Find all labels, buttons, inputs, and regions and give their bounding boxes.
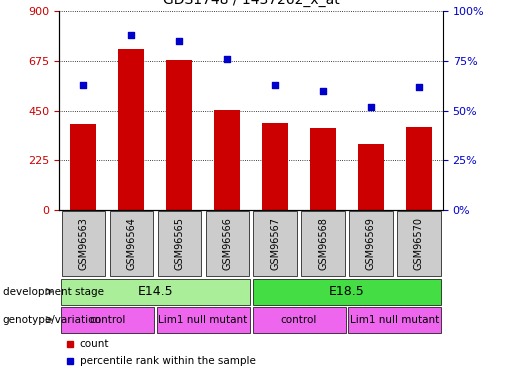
Text: control: control — [89, 315, 125, 325]
Bar — [262, 123, 288, 210]
Bar — [157, 307, 250, 333]
Text: GSM96568: GSM96568 — [318, 217, 328, 270]
Point — [79, 82, 88, 88]
Bar — [406, 127, 432, 210]
Text: GSM96569: GSM96569 — [366, 217, 376, 270]
Text: E14.5: E14.5 — [138, 285, 173, 298]
Text: Lim1 null mutant: Lim1 null mutant — [350, 315, 440, 325]
Text: GSM96565: GSM96565 — [174, 217, 184, 270]
Bar — [214, 110, 241, 210]
Text: GSM96563: GSM96563 — [78, 217, 88, 270]
Text: genotype/variation: genotype/variation — [3, 315, 101, 325]
Text: development stage: development stage — [3, 286, 104, 297]
Text: GSM96566: GSM96566 — [222, 217, 232, 270]
Title: GDS1748 / 1437262_x_at: GDS1748 / 1437262_x_at — [163, 0, 339, 8]
Text: E18.5: E18.5 — [329, 285, 365, 298]
Point — [175, 38, 183, 44]
Bar — [358, 144, 384, 210]
Point — [367, 104, 375, 110]
Bar — [118, 49, 144, 210]
Point — [223, 56, 231, 62]
Bar — [166, 60, 192, 210]
Point — [127, 32, 135, 38]
Text: percentile rank within the sample: percentile rank within the sample — [80, 356, 256, 366]
Point — [415, 84, 423, 90]
Text: control: control — [281, 315, 317, 325]
Bar — [252, 307, 346, 333]
Text: Lim1 null mutant: Lim1 null mutant — [159, 315, 248, 325]
Bar — [310, 128, 336, 210]
Text: count: count — [80, 339, 109, 349]
Text: GSM96567: GSM96567 — [270, 217, 280, 270]
Point — [271, 82, 279, 88]
Bar — [61, 279, 250, 304]
Text: GSM96570: GSM96570 — [414, 217, 424, 270]
Bar — [252, 279, 441, 304]
Bar — [70, 124, 96, 210]
Text: GSM96564: GSM96564 — [126, 217, 136, 270]
Bar — [61, 307, 153, 333]
Point — [319, 88, 327, 94]
Bar — [349, 307, 441, 333]
